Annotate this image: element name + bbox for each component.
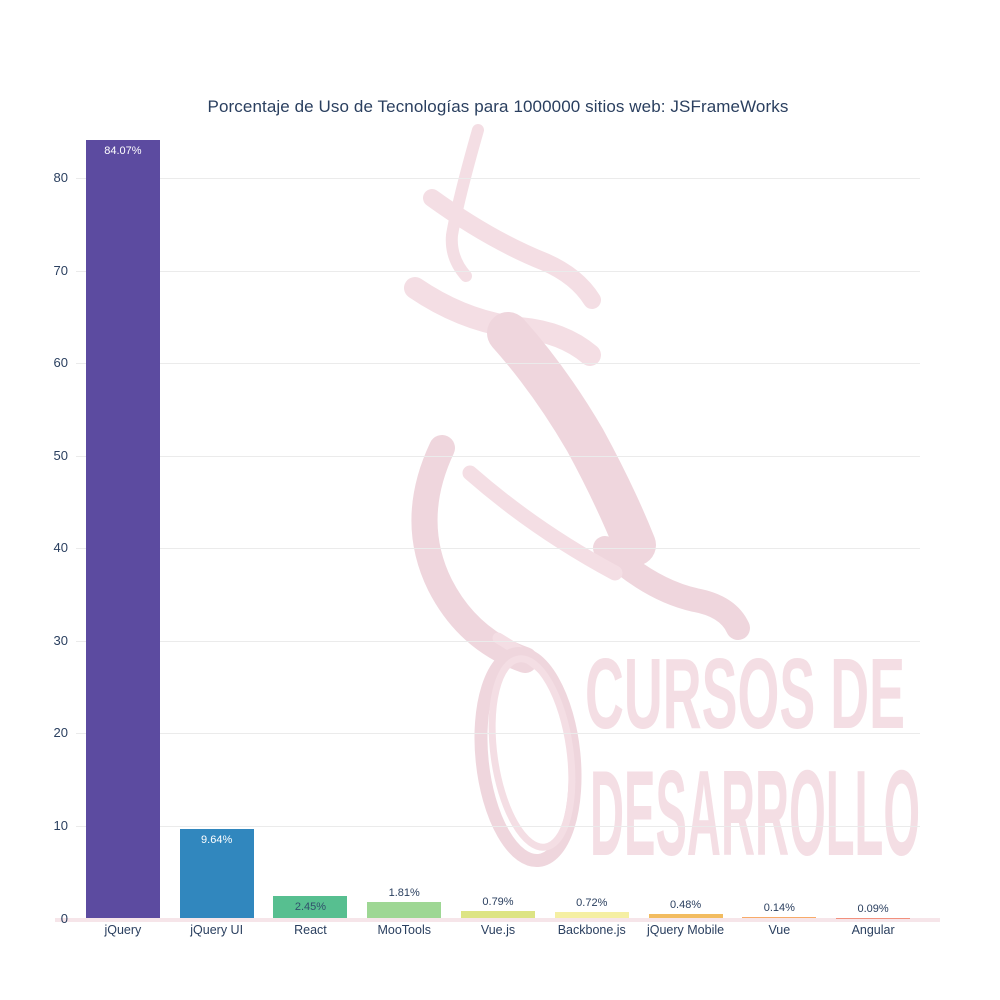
- mane-flame-2: [423, 189, 601, 309]
- watermark-logo: CURSOS DE DESARROLLO: [404, 124, 920, 881]
- y-tick-label-70: 70: [53, 262, 68, 278]
- gridline-y-10: [76, 825, 920, 827]
- y-tick-label-50: 50: [53, 447, 68, 463]
- y-tick-label-30: 30: [53, 632, 68, 648]
- bar-angular[interactable]: [836, 917, 911, 919]
- bar-value-label-react: 2.45%: [294, 900, 327, 913]
- horse-head-icon: [404, 124, 750, 868]
- gridline-y-60: [76, 363, 920, 365]
- x-tick-label-jquery-mobile: jQuery Mobile: [646, 923, 725, 937]
- bar-value-label-jquery-ui: 9.64%: [201, 834, 233, 847]
- y-tick-label-60: 60: [53, 355, 68, 371]
- y-tick-label-10: 10: [53, 817, 68, 833]
- watermark-text-line2: DESARROLLO: [590, 745, 920, 881]
- horse-muzzle: [593, 536, 750, 640]
- bar-backbone-js[interactable]: [554, 911, 629, 919]
- bar-jquery-ui[interactable]: [179, 829, 254, 919]
- horse-chest: [411, 435, 538, 673]
- mane-flame-1: [445, 124, 484, 282]
- x-tick-label-jquery-ui: jQuery UI: [190, 923, 244, 937]
- bar-jquery-mobile[interactable]: [648, 914, 723, 919]
- watermark-text-line1: CURSOS DE: [585, 638, 905, 750]
- bar-jquery[interactable]: [85, 140, 160, 919]
- gridline-y-30: [76, 640, 920, 642]
- gridline-y-80: [76, 178, 920, 180]
- x-tick-label-vue: Vue: [768, 923, 791, 937]
- chart-title: Porcentaje de Uso de Tecnologías para 10…: [207, 97, 789, 116]
- y-tick-label-80: 80: [53, 170, 68, 186]
- bar-value-label-angular: 0.09%: [857, 902, 889, 915]
- x-axis-line: [55, 918, 940, 922]
- bar-value-label-jquery-mobile: 0.48%: [669, 899, 702, 912]
- bar-vue-js[interactable]: [461, 911, 535, 919]
- bar-mootools[interactable]: [367, 901, 442, 919]
- horse-jaw: [462, 465, 623, 581]
- bar-value-label-vue: 0.14%: [763, 902, 795, 915]
- bar-react[interactable]: [273, 895, 348, 919]
- gridline-y-20: [76, 733, 920, 735]
- y-tick-label-40: 40: [53, 540, 68, 556]
- bar-value-label-backbone-js: 0.72%: [576, 896, 608, 909]
- gridline-y-40: [76, 548, 920, 550]
- gridline-y-70: [76, 270, 920, 272]
- bar-value-label-jquery: 84.07%: [104, 145, 142, 158]
- x-tick-label-mootools: MooTools: [377, 923, 431, 937]
- y-tick-label-20: 20: [53, 725, 68, 741]
- wheel-ring-inner-icon: [488, 655, 576, 851]
- x-tick-label-react: React: [294, 923, 327, 937]
- y-tick-label-0: 0: [60, 910, 68, 926]
- x-tick-label-angular: Angular: [851, 923, 895, 937]
- horse-snout: [487, 312, 656, 566]
- gridline-y-50: [76, 455, 920, 457]
- x-tick-label-backbone-js: Backbone.js: [557, 923, 626, 937]
- bar-vue[interactable]: [742, 917, 817, 919]
- x-tick-label-jquery: jQuery: [104, 923, 142, 937]
- bar-value-label-vue-js: 0.79%: [482, 896, 514, 909]
- bar-value-label-mootools: 1.81%: [388, 886, 420, 899]
- x-tick-label-vue-js: Vue.js: [480, 923, 516, 937]
